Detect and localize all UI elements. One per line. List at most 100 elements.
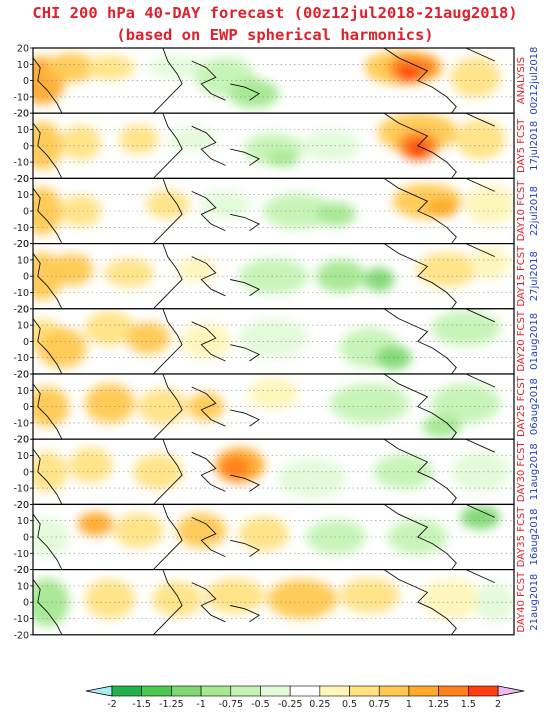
map-panel: 20 10 0 -10 -20 DAY25 FCST 06aug2018: [13, 370, 540, 446]
y-tick-label: 20: [17, 239, 29, 250]
colorbar-segment: [378, 685, 410, 697]
colorbar-label: 1.5: [461, 699, 476, 710]
y-tick-label: 20: [17, 500, 29, 511]
y-tick-label: 0: [23, 467, 29, 478]
y-tick-label: 20: [17, 435, 29, 446]
panel-date: 11aug2018: [529, 443, 540, 500]
y-tick-label: -20: [13, 435, 29, 446]
colorbar: -2 -1.5 -1.25 -1 -0.75 -0.5 -0.25 0.25 0.5 0.75 1 1…: [85, 685, 525, 710]
colorbar-over-arrow: [497, 685, 525, 697]
panel-date: 00z12jul2018: [529, 47, 540, 115]
colorbar-label: 1.25: [428, 699, 449, 710]
colorbar-label: 0.75: [369, 699, 390, 710]
map-panel: 20 10 0 -10 -20 DAY40 FCST 21aug2018: [13, 565, 540, 641]
y-tick-label: 20: [17, 109, 29, 120]
colorbar-label: -1.5: [132, 699, 151, 710]
map-panel: 20 10 0 -10 -20 DAY5 FCST 17jul2018: [13, 109, 540, 185]
panel-label: DAY25 FCST: [516, 375, 527, 437]
y-tick-label: -20: [13, 630, 29, 641]
y-tick-label: -20: [13, 239, 29, 250]
y-tick-label: -20: [13, 304, 29, 315]
y-tick-label: 20: [17, 174, 29, 185]
y-tick-label: -10: [13, 288, 29, 299]
colorbar-label: 0.5: [342, 699, 357, 710]
panel-date: 21aug2018: [529, 574, 540, 631]
y-tick-label: -20: [13, 109, 29, 120]
y-tick-label: -10: [13, 418, 29, 429]
map-panel: 20 10 0 -10 -20 DAY20 FCST 01aug2018: [13, 304, 540, 380]
colorbar-label: -0.75: [218, 699, 243, 710]
y-tick-label: 0: [23, 207, 29, 218]
y-tick-label: 20: [17, 44, 29, 55]
y-tick-label: -10: [13, 353, 29, 364]
map-panel: 20 10 0 -10 -20 DAY35 FCST 16aug2018: [13, 500, 540, 576]
chart-title: CHI 200 hPa 40-DAY forecast (00z12jul201…: [32, 4, 518, 22]
y-tick-label: 10: [17, 386, 29, 397]
y-tick-label: 20: [17, 370, 29, 381]
y-tick-label: 10: [17, 190, 29, 201]
colorbar-segment: [468, 685, 499, 697]
colorbar-label: -1: [196, 699, 205, 710]
map-panel: 20 10 0 -10 -20 ANALYSIS 00z12jul2018: [13, 44, 540, 120]
panel-date: 27jul2018: [529, 251, 540, 301]
y-tick-label: 0: [23, 533, 29, 544]
colorbar-label: 0.25: [309, 699, 330, 710]
y-tick-label: -20: [13, 500, 29, 511]
colorbar-segment: [111, 685, 142, 697]
panel-label: DAY40 FCST: [516, 571, 527, 633]
y-tick-label: -10: [13, 158, 29, 169]
colorbar-under-arrow: [85, 685, 113, 697]
y-tick-label: 10: [17, 516, 29, 527]
panel-label: DAY10 FCST: [516, 180, 527, 242]
panel-date: 17jul2018: [529, 121, 540, 171]
y-tick-label: -10: [13, 549, 29, 560]
panel-label: DAY15 FCST: [516, 245, 527, 307]
panel-date: 01aug2018: [529, 313, 540, 370]
map-panel: 20 10 0 -10 -20 DAY15 FCST 27jul2018: [13, 239, 540, 315]
chart-subtitle: (based on EWP spherical harmonics): [116, 26, 434, 44]
colorbar-segment: [171, 685, 202, 697]
colorbar-segment: [319, 685, 350, 697]
y-tick-label: 0: [23, 141, 29, 152]
map-panel: 20 10 0 -10 -20 DAY10 FCST 22jul2018: [13, 174, 540, 250]
colorbar-label: -0.25: [278, 699, 303, 710]
y-tick-label: -10: [13, 614, 29, 625]
y-tick-label: -20: [13, 174, 29, 185]
y-tick-label: 20: [17, 304, 29, 315]
panel-date: 06aug2018: [529, 378, 540, 435]
y-tick-label: 10: [17, 451, 29, 462]
y-tick-label: -10: [13, 223, 29, 234]
colorbar-label: -2: [107, 699, 116, 710]
y-tick-label: 0: [23, 76, 29, 87]
panel-label: DAY5 FCST: [516, 118, 527, 173]
y-tick-label: 20: [17, 565, 29, 576]
panel-date: 16aug2018: [529, 509, 540, 566]
panel-label: ANALYSIS: [516, 57, 527, 104]
y-tick-label: -10: [13, 92, 29, 103]
y-tick-label: 0: [23, 402, 29, 413]
colorbar-label: 2: [495, 699, 501, 710]
colorbar-label: 1: [406, 699, 412, 710]
colorbar-segment: [260, 685, 291, 697]
colorbar-label: -1.25: [159, 699, 184, 710]
colorbar-segment: [200, 685, 232, 697]
y-tick-label: 10: [17, 321, 29, 332]
y-tick-label: -20: [13, 565, 29, 576]
panel-label: DAY30 FCST: [516, 441, 527, 503]
y-tick-label: 10: [17, 125, 29, 136]
y-tick-label: 10: [17, 581, 29, 592]
colorbar-segment: [438, 685, 469, 697]
panel-date: 22jul2018: [529, 186, 540, 236]
y-tick-label: 10: [17, 60, 29, 71]
panel-label: DAY20 FCST: [516, 310, 527, 372]
y-tick-label: -10: [13, 484, 29, 495]
colorbar-label: -0.5: [251, 699, 270, 710]
map-panel: 20 10 0 -10 -20 DAY30 FCST 11aug2018: [13, 435, 540, 511]
y-tick-label: 0: [23, 272, 29, 283]
panel-label: DAY35 FCST: [516, 506, 527, 568]
colorbar-segment: [230, 685, 261, 697]
y-tick-label: 0: [23, 598, 29, 609]
colorbar-segment: [408, 685, 439, 697]
y-tick-label: 10: [17, 255, 29, 266]
